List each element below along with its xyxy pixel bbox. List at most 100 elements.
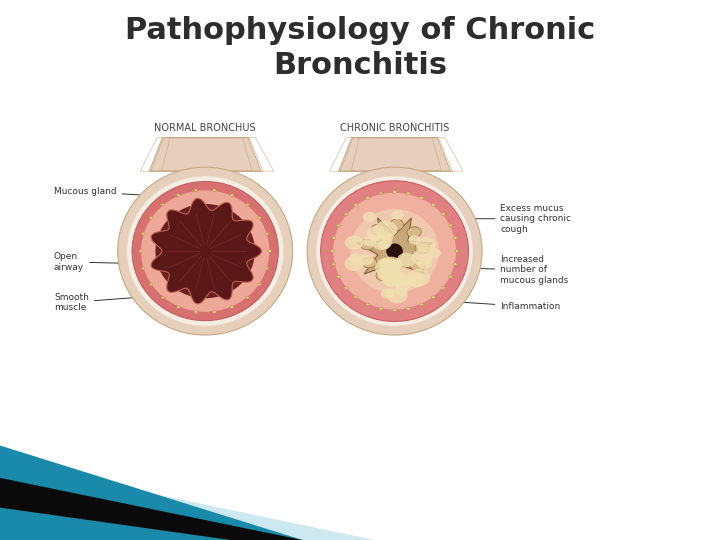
Circle shape: [379, 307, 382, 310]
Circle shape: [441, 287, 445, 289]
Ellipse shape: [390, 219, 404, 231]
Circle shape: [420, 197, 423, 199]
Circle shape: [266, 267, 269, 269]
Circle shape: [176, 306, 180, 308]
Circle shape: [455, 249, 459, 253]
Circle shape: [246, 296, 249, 299]
PathPatch shape: [151, 198, 261, 304]
Text: Open
airway: Open airway: [54, 252, 175, 272]
Text: Mucous gland: Mucous gland: [54, 187, 173, 199]
Circle shape: [416, 237, 436, 252]
Ellipse shape: [415, 243, 430, 254]
Circle shape: [397, 253, 416, 267]
Circle shape: [161, 296, 165, 299]
Ellipse shape: [395, 271, 409, 282]
Ellipse shape: [307, 167, 482, 335]
Circle shape: [194, 189, 198, 192]
Text: CHRONIC BRONCHITIS: CHRONIC BRONCHITIS: [340, 124, 449, 133]
Text: Inflammation: Inflammation: [427, 299, 561, 311]
Polygon shape: [338, 138, 451, 171]
Circle shape: [258, 217, 261, 219]
Circle shape: [420, 303, 423, 306]
Circle shape: [332, 237, 336, 239]
Circle shape: [378, 240, 390, 249]
Circle shape: [449, 224, 452, 227]
Circle shape: [366, 303, 369, 306]
Circle shape: [374, 221, 397, 238]
Ellipse shape: [360, 239, 375, 250]
Circle shape: [441, 213, 445, 215]
Circle shape: [412, 249, 433, 265]
Circle shape: [332, 263, 336, 266]
Circle shape: [381, 288, 395, 299]
Circle shape: [377, 264, 402, 282]
Circle shape: [268, 250, 271, 252]
Circle shape: [354, 296, 358, 299]
Circle shape: [149, 283, 153, 286]
Circle shape: [366, 197, 369, 199]
Circle shape: [330, 249, 334, 253]
Polygon shape: [0, 446, 302, 540]
Text: NORMAL BRONCHUS: NORMAL BRONCHUS: [154, 124, 256, 133]
Circle shape: [139, 250, 143, 252]
Ellipse shape: [141, 191, 269, 312]
Polygon shape: [0, 462, 374, 540]
Circle shape: [407, 269, 431, 287]
Circle shape: [387, 287, 408, 303]
Circle shape: [149, 217, 153, 219]
Circle shape: [408, 275, 425, 288]
Circle shape: [142, 267, 145, 269]
Ellipse shape: [320, 181, 469, 321]
Circle shape: [366, 226, 385, 240]
Ellipse shape: [371, 224, 385, 235]
Circle shape: [379, 258, 393, 268]
Circle shape: [337, 275, 341, 278]
Ellipse shape: [127, 176, 284, 326]
Circle shape: [431, 204, 435, 206]
Circle shape: [392, 276, 412, 291]
Circle shape: [358, 254, 374, 266]
Circle shape: [371, 234, 392, 250]
Ellipse shape: [333, 193, 456, 309]
Circle shape: [258, 283, 261, 286]
Ellipse shape: [362, 257, 377, 268]
Circle shape: [392, 309, 397, 312]
Circle shape: [194, 310, 198, 313]
Circle shape: [454, 263, 457, 266]
Polygon shape: [356, 218, 433, 288]
Circle shape: [392, 191, 397, 193]
Ellipse shape: [132, 181, 279, 321]
Text: Pathophysiology of Chronic
Bronchitis: Pathophysiology of Chronic Bronchitis: [125, 16, 595, 80]
Circle shape: [246, 203, 249, 206]
Circle shape: [395, 287, 408, 296]
Circle shape: [344, 213, 348, 215]
Circle shape: [379, 256, 402, 274]
Ellipse shape: [407, 227, 421, 238]
Circle shape: [417, 258, 432, 269]
Circle shape: [161, 203, 165, 206]
Ellipse shape: [117, 167, 293, 335]
Circle shape: [337, 224, 341, 227]
Circle shape: [407, 307, 410, 310]
Polygon shape: [149, 138, 261, 171]
Ellipse shape: [410, 261, 425, 271]
Circle shape: [408, 235, 420, 245]
Circle shape: [349, 253, 361, 263]
Ellipse shape: [387, 244, 402, 258]
Circle shape: [407, 192, 410, 195]
Text: Excess mucus
causing chronic
cough: Excess mucus causing chronic cough: [427, 204, 572, 234]
Text: Increased
number of
mucous glands: Increased number of mucous glands: [434, 255, 569, 285]
Circle shape: [381, 233, 393, 242]
Circle shape: [375, 258, 400, 277]
Circle shape: [344, 256, 364, 271]
Circle shape: [176, 194, 180, 197]
Circle shape: [266, 233, 269, 235]
Ellipse shape: [350, 209, 439, 293]
Circle shape: [230, 306, 234, 308]
Circle shape: [212, 189, 216, 192]
Circle shape: [382, 270, 405, 288]
Circle shape: [344, 287, 348, 289]
Circle shape: [363, 237, 377, 247]
Circle shape: [345, 235, 364, 249]
Circle shape: [449, 275, 452, 278]
